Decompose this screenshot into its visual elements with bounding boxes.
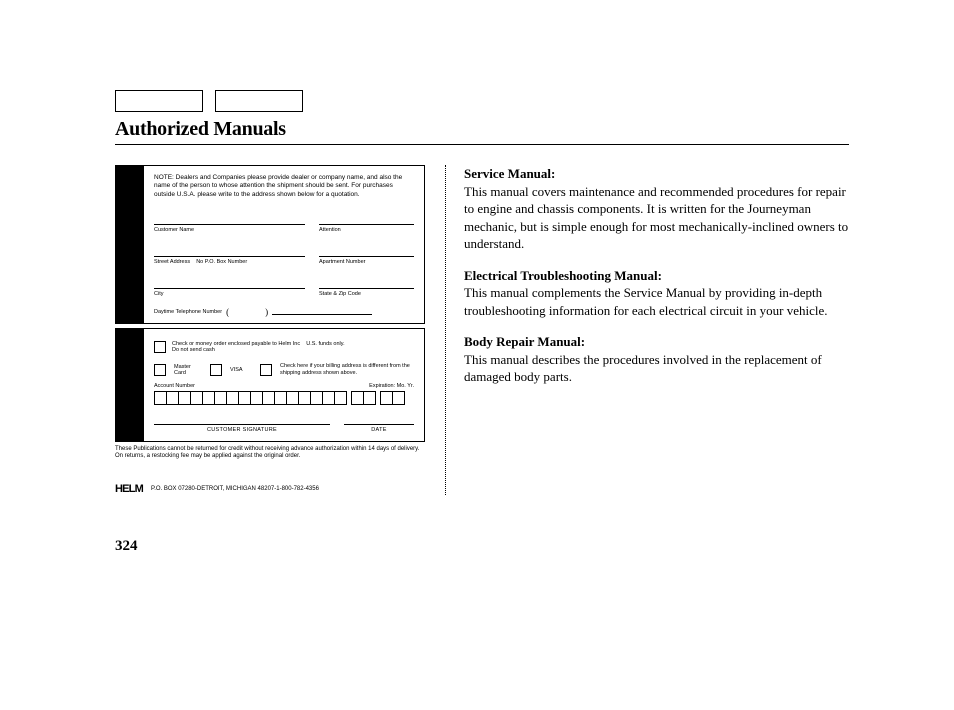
- manuals-column: Service Manual: This manual covers maint…: [445, 165, 849, 495]
- signature-input[interactable]: [154, 423, 330, 425]
- body-repair-body: This manual describes the procedures inv…: [464, 352, 822, 385]
- city-label: City: [154, 291, 305, 297]
- helm-row: HELM P.O. BOX 07280-DETROIT, MICHIGAN 48…: [115, 483, 425, 495]
- attention-input[interactable]: [319, 213, 414, 225]
- card-number-cells[interactable]: [154, 391, 347, 405]
- mastercard-checkbox[interactable]: [154, 364, 166, 376]
- state-zip-label: State & Zip Code: [319, 291, 414, 297]
- paren-close: ): [265, 310, 268, 315]
- expiration-label: Expiration: Mo. Yr.: [369, 383, 414, 389]
- mastercard-label: Master Card: [174, 364, 202, 376]
- visa-checkbox[interactable]: [210, 364, 222, 376]
- account-number-label: Account Number: [154, 383, 195, 389]
- check-checkbox[interactable]: [154, 341, 166, 353]
- apartment-label: Apartment Number: [319, 259, 414, 265]
- signature-label: CUSTOMER SIGNATURE: [154, 427, 330, 433]
- street-address-label: Street Address No P.O. Box Number: [154, 259, 305, 265]
- dealer-note: NOTE: Dealers and Companies please provi…: [154, 174, 414, 199]
- customer-name-label: Customer Name: [154, 227, 305, 233]
- state-zip-input[interactable]: [319, 277, 414, 289]
- customer-name-input[interactable]: [154, 213, 305, 225]
- page-title: Authorized Manuals: [115, 118, 849, 145]
- top-nav-boxes: [115, 90, 849, 112]
- expiry-year-cells[interactable]: [380, 391, 405, 405]
- electrical-manual-body: This manual complements the Service Manu…: [464, 285, 828, 318]
- helm-logo: HELM: [115, 483, 143, 495]
- body-repair-section: Body Repair Manual: This manual describe…: [464, 333, 849, 386]
- service-manual-section: Service Manual: This manual covers maint…: [464, 165, 849, 253]
- no-cash-label: Do not send cash: [172, 347, 215, 353]
- phone-input[interactable]: [272, 314, 372, 315]
- billing-diff-label: Check here if your billing address is di…: [280, 363, 414, 376]
- page-number: 324: [115, 538, 138, 555]
- visa-label: VISA: [230, 367, 252, 373]
- payment-form-box: Check or money order enclosed payable to…: [115, 328, 425, 441]
- us-funds-label: U.S. funds only.: [306, 341, 344, 347]
- attention-label: Attention: [319, 227, 414, 233]
- city-input[interactable]: [154, 277, 305, 289]
- page: Authorized Manuals NOTE: Dealers and Com…: [0, 0, 954, 710]
- return-disclaimer: These Publications cannot be returned fo…: [115, 446, 425, 462]
- date-label: DATE: [344, 427, 414, 433]
- expiry-month-cells[interactable]: [351, 391, 376, 405]
- form-black-bar-2: [116, 329, 144, 440]
- electrical-manual-section: Electrical Troubleshooting Manual: This …: [464, 267, 849, 320]
- body-repair-heading: Body Repair Manual:: [464, 334, 585, 349]
- nav-box-2: [215, 90, 303, 112]
- billing-diff-checkbox[interactable]: [260, 364, 272, 376]
- apartment-input[interactable]: [319, 245, 414, 257]
- content: NOTE: Dealers and Companies please provi…: [115, 165, 849, 495]
- card-entry-row: [154, 391, 414, 405]
- electrical-manual-heading: Electrical Troubleshooting Manual:: [464, 268, 662, 283]
- date-input[interactable]: [344, 423, 414, 425]
- street-address-input[interactable]: [154, 245, 305, 257]
- service-manual-heading: Service Manual:: [464, 166, 555, 181]
- phone-label: Daytime Telephone Number: [154, 309, 222, 315]
- service-manual-body: This manual covers maintenance and recom…: [464, 184, 848, 252]
- address-form-box: NOTE: Dealers and Companies please provi…: [115, 165, 425, 324]
- helm-address: P.O. BOX 07280-DETROIT, MICHIGAN 48207-1…: [151, 486, 319, 492]
- form-black-bar: [116, 166, 144, 323]
- paren-open: (: [226, 310, 229, 315]
- order-form-column: NOTE: Dealers and Companies please provi…: [115, 165, 425, 495]
- nav-box-1: [115, 90, 203, 112]
